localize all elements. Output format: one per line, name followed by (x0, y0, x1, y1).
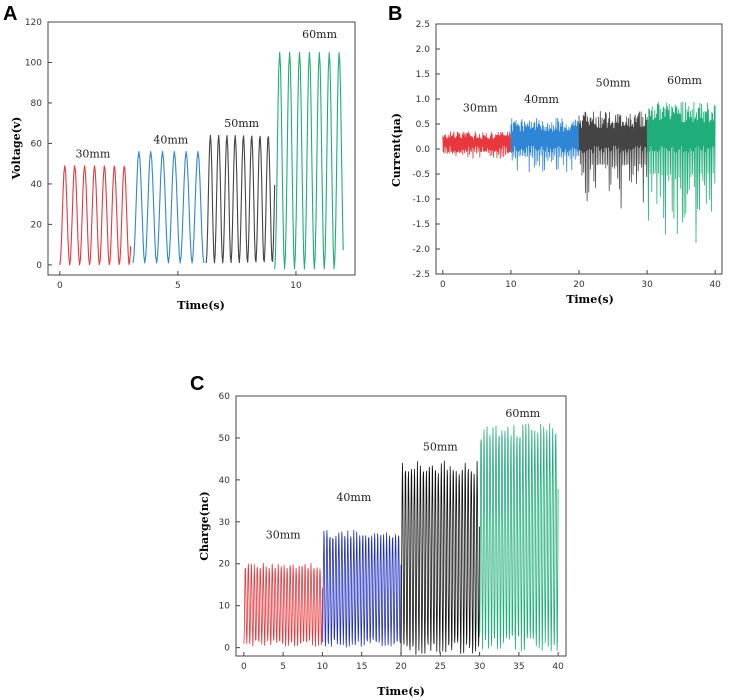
x-tick-label-c: 10 (317, 662, 329, 672)
y-tick-label-a: 80 (31, 99, 43, 109)
annotation-b-60mm: 60mm (667, 74, 702, 87)
y-tick-label-b: 0.5 (416, 120, 430, 130)
y-tick-label-b: 2.5 (416, 20, 430, 30)
x-tick-label-b: 20 (573, 280, 585, 290)
annotation-b-50mm: 50mm (596, 77, 631, 90)
series-line-b-60mm (646, 101, 716, 243)
series-line-c-40mm (322, 529, 402, 648)
y-tick-label-b: -0.5 (412, 170, 430, 180)
panel-letter-b: B (388, 3, 402, 25)
series-line-c-30mm (243, 562, 323, 647)
y-tick-label-b: 1.0 (416, 95, 431, 105)
annotation-c-50mm: 50mm (423, 441, 458, 454)
x-tick-label-b: 10 (505, 280, 517, 290)
y-tick-label-b: -2.0 (412, 245, 430, 255)
x-tick-label-c: 20 (395, 662, 407, 672)
y-tick-label-b: 0.0 (416, 145, 431, 155)
annotation-a-30mm: 30mm (75, 148, 110, 161)
x-tick-label-c: 30 (474, 662, 486, 672)
x-axis-title-c: Time(s) (377, 685, 425, 698)
y-axis-title-a: Voltage(v) (10, 117, 23, 181)
y-tick-label-a: 0 (36, 261, 42, 271)
x-tick-label-c: 40 (552, 662, 564, 672)
x-tick-label-a: 10 (290, 281, 302, 291)
panel-b: B 0 10 20 30 40 -2.5 -2.0 -1.5 -1.0 -0.5 0.0 0.5 1.0… (388, 3, 723, 306)
series-line-a-60mm (274, 51, 344, 270)
series-line-a-30mm (59, 165, 132, 266)
series-line-c-50mm (400, 460, 480, 655)
annotation-a-40mm: 40mm (153, 133, 188, 146)
annotation-a-50mm: 50mm (224, 117, 259, 130)
series-line-b-50mm (578, 111, 648, 209)
y-tick-label-b: -2.5 (412, 270, 430, 280)
series-line-b-40mm (510, 117, 580, 173)
y-tick-label-b: 1.5 (416, 70, 430, 80)
y-tick-label-c: 30 (219, 518, 231, 528)
annotations-a: 30mm 40mm 50mm 60mm (75, 28, 337, 160)
y-tick-label-c: 40 (219, 476, 231, 486)
x-axis-title-b: Time(s) (566, 293, 614, 306)
annotation-c-40mm: 40mm (336, 491, 371, 504)
y-axis-title-c: Charge(nc) (198, 491, 211, 560)
x-tick-label-b: 0 (440, 280, 446, 290)
y-tick-label-b: -1.5 (412, 220, 430, 230)
x-tick-label-c: 15 (356, 662, 367, 672)
series-line-c-60mm (479, 423, 559, 652)
series-line-a-40mm (132, 150, 205, 264)
annotation-b-40mm: 40mm (524, 93, 559, 106)
y-tick-label-c: 60 (219, 392, 231, 402)
panel-c: C 0 5 10 15 20 25 30 35 40 0 10 20 30 40 50 60 30mm 40mm… (190, 373, 567, 698)
series-b (442, 101, 716, 243)
annotations-b: 30mm 40mm 50mm 60mm (463, 74, 703, 115)
annotation-c-30mm: 30mm (266, 529, 301, 542)
annotation-a-60mm: 60mm (302, 28, 337, 41)
series-line-b-30mm (442, 131, 512, 159)
panel-letter-c: C (190, 373, 204, 395)
x-tick-label-b: 40 (709, 280, 721, 290)
y-tick-label-c: 20 (219, 560, 231, 570)
y-tick-label-c: 10 (219, 602, 231, 612)
x-tick-label-b: 30 (641, 280, 653, 290)
annotation-b-30mm: 30mm (463, 102, 498, 115)
y-tick-label-a: 100 (25, 58, 42, 68)
y-tick-label-a: 40 (31, 180, 43, 190)
panel-letter-a: A (3, 3, 17, 25)
y-tick-label-b: 2.0 (416, 45, 431, 55)
series-c (243, 423, 559, 655)
plot-frame-a (47, 21, 356, 276)
series-line-a-50mm (205, 134, 276, 264)
ticks-b: 0 10 20 30 40 -2.5 -2.0 -1.5 -1.0 -0.5 0.0 0.5 1.0 1.… (412, 20, 721, 290)
x-tick-label-a: 0 (57, 281, 63, 291)
x-tick-label-c: 25 (435, 662, 446, 672)
x-tick-label-c: 0 (241, 662, 247, 672)
series-a (59, 51, 344, 270)
annotations-c: 30mm 40mm 50mm 60mm (266, 407, 541, 542)
y-tick-label-a: 60 (31, 139, 43, 149)
y-tick-label-c: 0 (224, 644, 230, 654)
y-axis-title-b: Current(μa) (390, 113, 403, 187)
x-tick-label-c: 5 (280, 662, 286, 672)
x-axis-title-a: Time(s) (177, 299, 225, 312)
y-tick-label-c: 50 (219, 434, 231, 444)
x-tick-label-c: 35 (513, 662, 524, 672)
ticks-c: 0 5 10 15 20 25 30 35 40 0 10 20 30 40 50 60 (219, 392, 565, 672)
y-tick-label-b: -1.0 (412, 195, 430, 205)
y-tick-label-a: 20 (31, 220, 43, 230)
y-tick-label-a: 120 (25, 18, 42, 28)
annotation-c-60mm: 60mm (505, 407, 540, 420)
x-tick-label-a: 5 (175, 281, 181, 291)
